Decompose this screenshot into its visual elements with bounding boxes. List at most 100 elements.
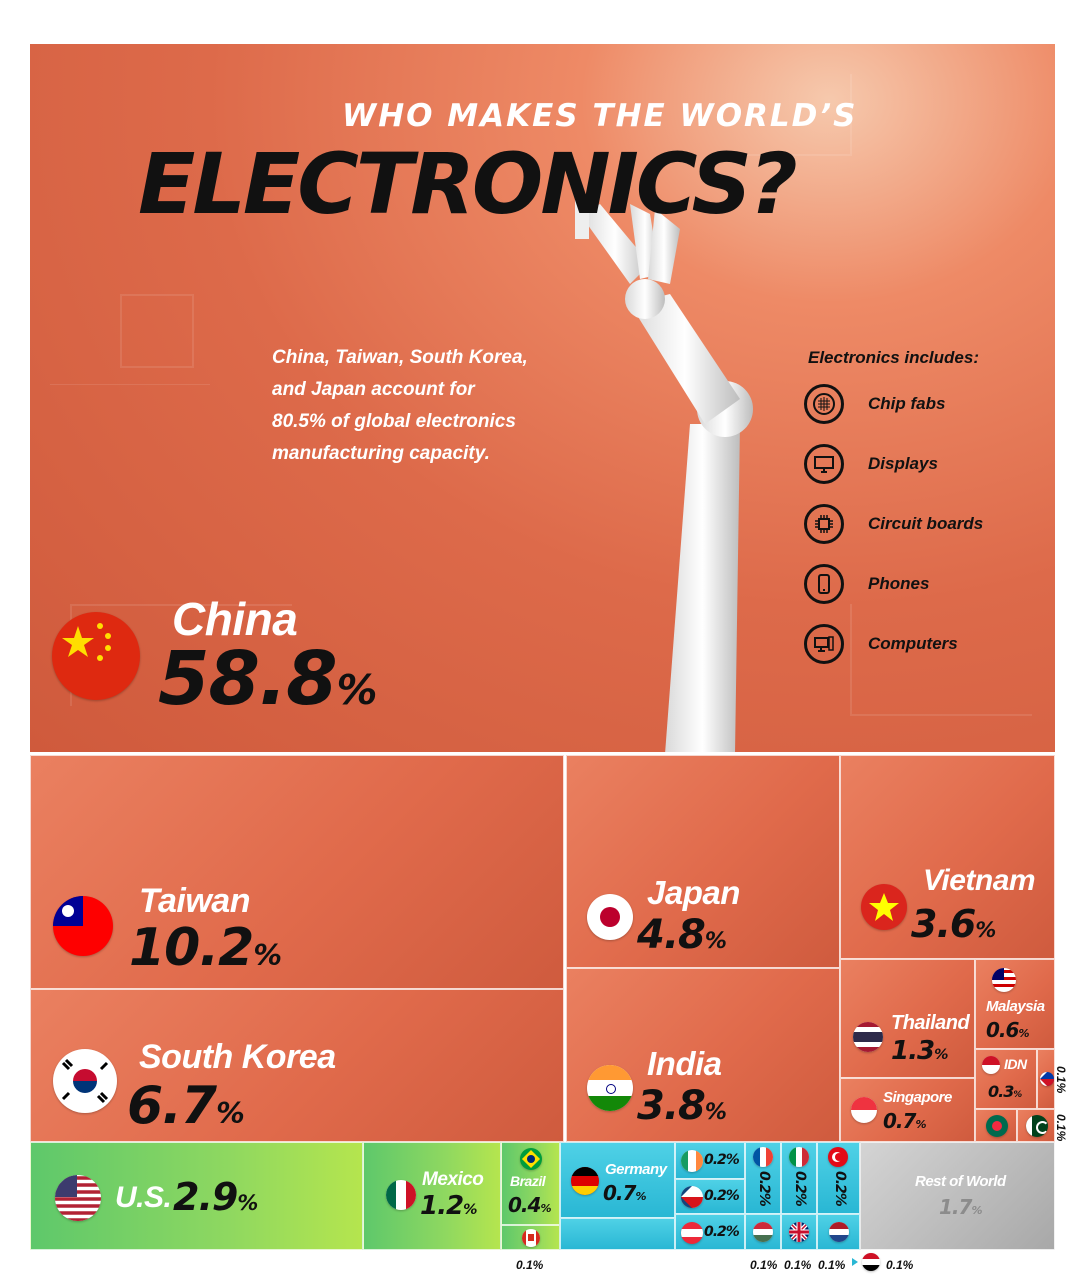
title-line1: WHO MAKES THE WORLD’S xyxy=(342,98,858,134)
value-france: 0.2% xyxy=(756,1171,772,1206)
country-name-india: India xyxy=(647,1045,722,1082)
wafer-icon xyxy=(804,384,844,424)
tile-czechia: 0.2% xyxy=(675,1179,745,1214)
philippines-flag-icon xyxy=(1040,1072,1054,1086)
value-singapore: 0.7% xyxy=(883,1109,926,1133)
china-flag-icon xyxy=(52,612,140,700)
tile-rest-of-world: Rest of World 1.7% xyxy=(860,1142,1055,1250)
value-mexico: 1.2% xyxy=(420,1191,477,1221)
tile-pakistan xyxy=(1017,1109,1055,1142)
tile-india: India 3.8% xyxy=(566,968,840,1142)
value-idn: 0.3% xyxy=(988,1082,1022,1101)
tile-philippines xyxy=(1037,1049,1055,1109)
malaysia-flag-icon xyxy=(992,968,1016,992)
value-uk: 0.1% xyxy=(784,1258,812,1272)
pointer-arrow-icon xyxy=(852,1258,858,1266)
france-flag-icon xyxy=(753,1147,773,1167)
intro-line: manufacturing capacity. xyxy=(272,443,490,464)
tile-germany: Germany 0.7% xyxy=(560,1142,675,1218)
vietnam-flag-icon xyxy=(861,884,907,930)
turkey-flag-icon xyxy=(828,1147,848,1167)
tile-france: 0.2% xyxy=(745,1142,781,1214)
value-rest-of-world: 1.7% xyxy=(939,1195,982,1219)
robot-arm-illustration xyxy=(575,199,753,752)
value-us: 2.9% xyxy=(173,1175,258,1219)
germany-flag-icon xyxy=(571,1167,599,1195)
tile-brazil: Brazil 0.4% xyxy=(501,1142,560,1225)
title-line2: ELECTRONICS? xyxy=(138,135,798,233)
computer-icon xyxy=(804,624,844,664)
includes-item-label: Phones xyxy=(868,574,930,593)
country-name-taiwan: Taiwan xyxy=(139,882,251,920)
value-hungary: 0.1% xyxy=(750,1258,778,1272)
value-egypt: 0.1% xyxy=(886,1258,914,1272)
country-name-japan: Japan xyxy=(647,874,740,911)
includes-item-label: Chip fabs xyxy=(868,394,946,413)
japan-flag-icon xyxy=(587,894,633,940)
country-name-mexico: Mexico xyxy=(422,1169,484,1190)
monitor-icon xyxy=(804,444,844,484)
intro-line: 80.5% of global electronics xyxy=(272,411,516,432)
netherlands-flag-icon xyxy=(829,1222,849,1242)
tile-mexico: Mexico 1.2% xyxy=(363,1142,501,1250)
country-name-singapore: Singapore xyxy=(883,1089,952,1106)
includes-item-label: Computers xyxy=(868,634,958,653)
value-taiwan: 10.2% xyxy=(129,918,282,978)
hungary-flag-icon xyxy=(753,1222,773,1242)
value-thailand: 1.3% xyxy=(891,1036,948,1066)
circuit-decoration xyxy=(50,384,210,386)
value-canada: 0.1% xyxy=(516,1258,544,1272)
ireland-flag-icon xyxy=(681,1150,703,1172)
austria-flag-icon xyxy=(681,1222,703,1244)
taiwan-flag-icon xyxy=(53,896,113,956)
circuit-decoration xyxy=(730,74,852,156)
chip-icon xyxy=(804,504,844,544)
tile-japan: Japan 4.8% xyxy=(566,755,840,968)
country-name-vietnam: Vietnam xyxy=(923,864,1036,897)
brazil-flag-icon xyxy=(520,1148,542,1170)
country-name-rest-of-world: Rest of World xyxy=(915,1173,1006,1190)
country-name-germany: Germany xyxy=(605,1161,667,1178)
value-austria: 0.2% xyxy=(704,1224,740,1240)
includes-item-label: Displays xyxy=(868,454,938,473)
tile-canada xyxy=(501,1225,560,1250)
value-south-korea: 6.7% xyxy=(127,1076,245,1136)
tile-south-korea: South Korea 6.7% xyxy=(30,989,564,1142)
includes-item-label: Circuit boards xyxy=(868,514,984,533)
includes-title: Electronics includes: xyxy=(808,348,979,367)
country-name-thailand: Thailand xyxy=(891,1012,970,1034)
value-pakistan: 0.1% xyxy=(1054,1114,1068,1142)
tile-taiwan: Taiwan 10.2% xyxy=(30,755,564,989)
india-flag-icon xyxy=(587,1065,633,1111)
tile-austria: 0.2% xyxy=(675,1214,745,1250)
tile-thailand: Thailand 1.3% xyxy=(840,959,975,1078)
canada-flag-icon xyxy=(522,1229,540,1247)
tile-bangladesh xyxy=(975,1109,1017,1142)
thailand-flag-icon xyxy=(853,1022,883,1052)
singapore-flag-icon xyxy=(851,1097,877,1123)
value-malaysia: 0.6% xyxy=(986,1018,1029,1042)
indonesia-flag-icon xyxy=(982,1056,1000,1074)
czechia-flag-icon xyxy=(681,1186,703,1208)
circuit-decoration xyxy=(120,294,194,368)
china-hero-panel: WHO MAKES THE WORLD’S ELECTRONICS? China… xyxy=(30,44,1055,752)
tile-europe-other xyxy=(560,1218,675,1250)
value-czechia: 0.2% xyxy=(704,1188,740,1204)
south-korea-flag-icon xyxy=(53,1049,117,1113)
value-japan: 4.8% xyxy=(637,912,727,958)
country-name-idn: IDN xyxy=(1004,1056,1027,1072)
country-name-malaysia: Malaysia xyxy=(986,998,1045,1015)
value-vietnam: 3.6% xyxy=(911,902,996,946)
value-germany: 0.7% xyxy=(603,1181,646,1205)
country-name-south-korea: South Korea xyxy=(139,1038,336,1076)
tile-italy: 0.2% xyxy=(781,1142,817,1214)
intro-line: China, Taiwan, South Korea, xyxy=(272,347,528,368)
uk-flag-icon xyxy=(789,1222,809,1242)
value-philippines: 0.1% xyxy=(1054,1066,1068,1094)
value-italy: 0.2% xyxy=(792,1171,808,1206)
bangladesh-flag-icon xyxy=(986,1115,1008,1137)
tile-hungary xyxy=(745,1214,781,1250)
tile-ireland: 0.2% xyxy=(675,1142,745,1179)
tile-us: U.S. 2.9% xyxy=(30,1142,363,1250)
intro-text: China, Taiwan, South Korea, and Japan ac… xyxy=(272,342,528,470)
